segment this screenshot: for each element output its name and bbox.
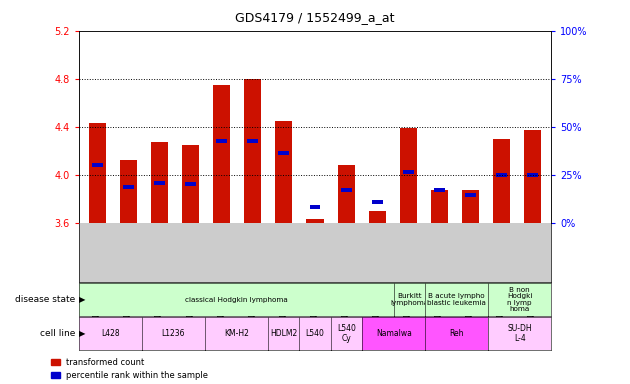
Text: L1236: L1236 (161, 329, 185, 338)
Bar (154, 181, 165, 185)
Bar (89, 123, 106, 223)
Bar (248, 139, 258, 143)
Bar (403, 170, 414, 174)
Text: GDS4179 / 1552499_a_at: GDS4179 / 1552499_a_at (235, 12, 395, 25)
Bar (275, 121, 292, 223)
Text: L428: L428 (101, 329, 120, 338)
Bar (493, 139, 510, 223)
Bar (496, 173, 507, 177)
Bar (462, 190, 479, 223)
Bar (92, 163, 103, 167)
Bar (120, 161, 137, 223)
Text: B acute lympho
blastic leukemia: B acute lympho blastic leukemia (427, 293, 486, 306)
Text: Namalwa: Namalwa (376, 329, 411, 338)
Legend: transformed count, percentile rank within the sample: transformed count, percentile rank withi… (52, 358, 209, 380)
Bar (278, 151, 289, 155)
Text: B non
Hodgki
n lymp
homa: B non Hodgki n lymp homa (507, 287, 532, 313)
Bar (185, 182, 196, 186)
Bar (216, 139, 227, 143)
Bar (309, 205, 321, 209)
Bar (399, 128, 417, 223)
Bar (372, 200, 382, 204)
Bar (465, 193, 476, 197)
Text: disease state: disease state (15, 295, 76, 304)
Bar (306, 219, 324, 223)
Bar (151, 142, 168, 223)
Bar (527, 173, 538, 177)
Text: classical Hodgkin lymphoma: classical Hodgkin lymphoma (185, 297, 288, 303)
Bar (341, 188, 352, 192)
Text: KM-H2: KM-H2 (224, 329, 249, 338)
Text: L540
Cy: L540 Cy (337, 324, 356, 343)
Text: SU-DH
L-4: SU-DH L-4 (507, 324, 532, 343)
Bar (213, 85, 231, 223)
Bar (123, 185, 134, 189)
Text: Burkitt
lymphoma: Burkitt lymphoma (391, 293, 428, 306)
Text: ▶: ▶ (79, 329, 85, 338)
Text: HDLM2: HDLM2 (270, 329, 297, 338)
Bar (524, 130, 541, 223)
Text: cell line: cell line (40, 329, 76, 338)
Bar (244, 79, 261, 223)
Bar (182, 145, 199, 223)
Text: ▶: ▶ (79, 295, 85, 304)
Bar (369, 211, 386, 223)
Bar (434, 188, 445, 192)
Text: Reh: Reh (449, 329, 464, 338)
Bar (431, 190, 448, 223)
Text: L540: L540 (306, 329, 324, 338)
Bar (338, 165, 355, 223)
